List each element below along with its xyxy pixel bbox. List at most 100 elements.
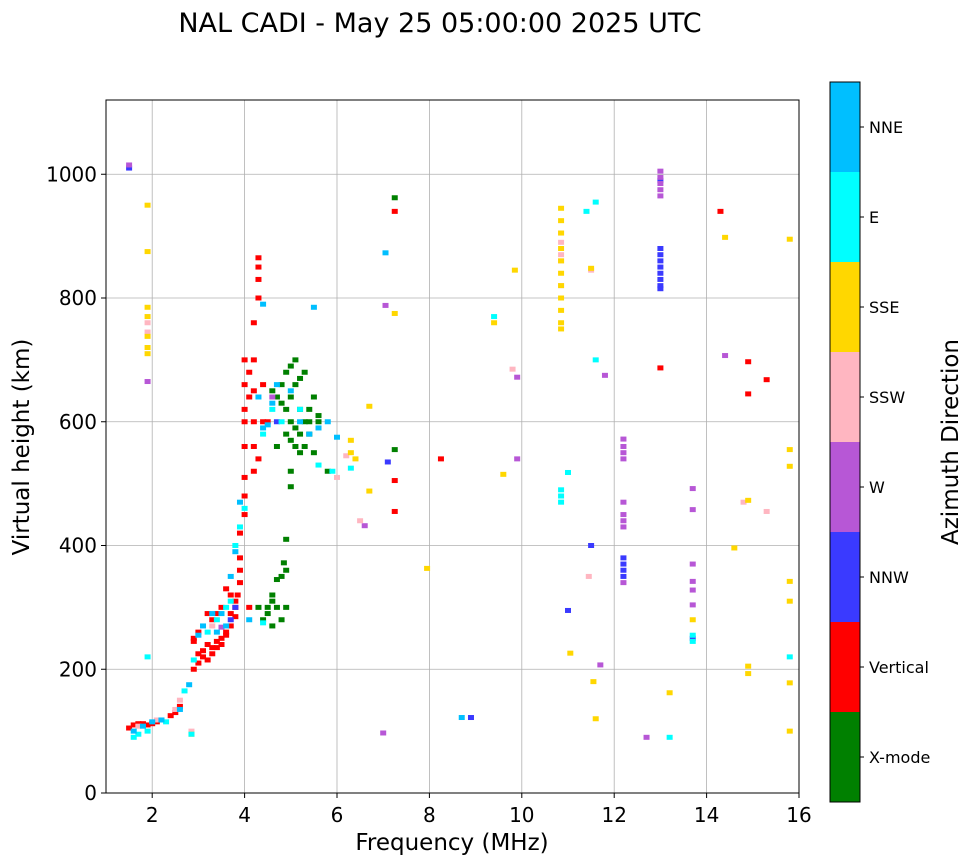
colorbar-tick-label: Vertical [869,658,929,677]
data-point [786,728,793,734]
data-point [209,645,216,651]
data-point [126,162,133,168]
data-point [745,671,752,677]
data-point [241,406,248,412]
data-point [620,524,627,530]
data-point [509,366,516,372]
data-point [620,580,627,586]
data-point [601,372,608,378]
data-point [227,617,234,623]
data-point [391,195,398,201]
data-point [287,437,294,443]
x-tick-label: 2 [146,803,159,827]
data-point [213,638,220,644]
data-point [278,419,285,425]
data-point [558,239,565,245]
data-point [144,379,151,385]
colorbar-swatch [830,262,860,352]
data-point [740,499,747,505]
data-point [786,578,793,584]
data-point [172,706,179,712]
data-point [347,465,354,471]
data-point [558,307,565,313]
plot-frame [105,99,800,794]
data-point [306,419,313,425]
data-point [689,632,696,638]
data-point [144,314,151,320]
data-point [283,567,290,573]
data-point [301,369,308,375]
data-point [745,359,752,365]
data-point [620,512,627,518]
colorbar-frame [829,81,861,803]
data-point [246,604,253,610]
data-point [223,629,230,635]
data-point [190,635,197,641]
data-point [236,580,243,586]
data-point [324,419,331,425]
data-point [786,654,793,660]
data-point [278,382,285,388]
data-point [255,394,262,400]
data-point [657,168,664,174]
data-point [144,351,151,357]
data-point [264,604,271,610]
data-point [144,304,151,310]
data-point [236,499,243,505]
data-point [241,444,248,449]
data-point [657,258,664,264]
data-point [158,717,165,723]
colorbar-tick-label: SSW [869,388,905,407]
data-point [176,697,183,703]
data-point [186,682,193,688]
data-point [511,267,518,273]
data-point [130,722,137,728]
data-point [269,598,276,604]
colorbar-swatch [830,442,860,532]
data-point [689,638,696,644]
data-point [458,715,465,721]
colorbar-swatch [830,622,860,712]
data-point [250,444,257,449]
data-point [315,413,322,419]
data-point [273,604,280,610]
data-point [236,530,243,536]
data-point [297,375,304,381]
data-point [209,611,216,617]
data-point [223,586,230,592]
data-point [232,598,239,604]
data-point [209,617,216,623]
data-point [324,468,331,474]
data-point [689,617,696,623]
series-nne [130,250,465,734]
data-point [620,499,627,505]
series-e [130,199,793,740]
x-tick-label: 16 [786,803,811,827]
data-point [689,602,696,608]
data-point [246,369,253,375]
data-point [620,518,627,524]
data-point [241,505,248,511]
data-point [620,561,627,567]
data-point [130,734,137,740]
chart-title: NAL CADI - May 25 05:00:00 2025 UTC [178,8,701,39]
data-point [297,431,304,437]
data-point [643,734,650,740]
series-ssw [135,230,770,734]
data-point [218,611,225,617]
data-point [382,250,389,256]
data-point [273,444,280,449]
data-point [236,524,243,530]
data-point [260,419,267,425]
data-point [297,419,304,425]
data-point [209,623,216,629]
data-point [722,234,729,240]
data-point [176,706,183,712]
data-point [689,507,696,513]
data-point [227,573,234,579]
data-point [195,632,202,638]
data-point [144,728,151,734]
data-point [213,645,220,651]
colorbar-tick-label: W [869,478,885,497]
data-point [227,592,234,598]
